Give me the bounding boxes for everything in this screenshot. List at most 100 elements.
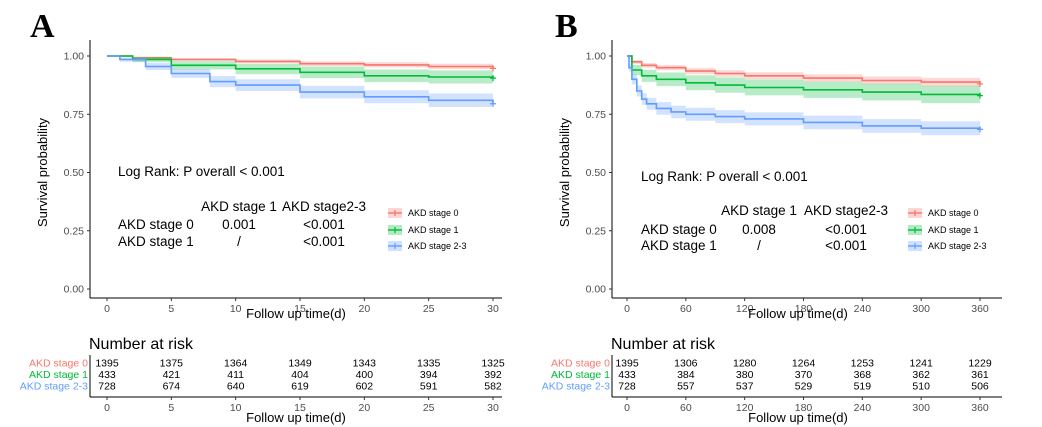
- risk-x-tick-label: 120: [736, 402, 754, 414]
- survival-line-stage1: [627, 55, 981, 96]
- risk-count: 1229: [968, 358, 992, 370]
- pvalue-row-label: AKD stage 0: [118, 217, 194, 232]
- pvalue-cell: /: [237, 234, 241, 249]
- risk-count: 404: [291, 369, 309, 381]
- panel-a-chart: 0.00 0.25 0.50 0.75 1.00 0 5 10 15 20 25 30 Follow u…: [20, 40, 505, 425]
- risk-row-label-stage23: AKD stage 2-3: [542, 381, 610, 393]
- risk-count: 728: [98, 381, 116, 393]
- risk-row-label-stage0: AKD stage 0: [29, 358, 88, 370]
- pvalue-cell: 0.008: [742, 222, 776, 237]
- risk-x-tick-label: 360: [971, 402, 989, 414]
- pvalue-col-header: AKD stage2-3: [282, 199, 366, 214]
- risk-x-tick-label: 0: [624, 402, 630, 414]
- y-tick-label: 0.50: [64, 167, 85, 179]
- censor-mark-stage1: [490, 75, 496, 82]
- x-axis-title: Follow up time(d): [246, 306, 346, 321]
- x-tick-label: 360: [971, 303, 989, 315]
- risk-count: 1241: [909, 358, 933, 370]
- risk-count: 591: [420, 381, 438, 393]
- risk-count: 557: [677, 381, 695, 393]
- risk-count: 370: [795, 369, 813, 381]
- y-axis-title: Survival probability: [557, 117, 572, 227]
- risk-x-tick-label: 180: [795, 402, 813, 414]
- x-tick-label: 240: [854, 303, 872, 315]
- risk-count: 1343: [353, 358, 377, 370]
- x-tick-label: 120: [736, 303, 754, 315]
- risk-count: 640: [227, 381, 245, 393]
- panel-b-chart: 0.00 0.25 0.50 0.75 1.00 0 60 120 180 240 300 360 Fo…: [542, 40, 1002, 425]
- survival-line-stage23: [627, 55, 981, 130]
- risk-count: 1253: [851, 358, 875, 370]
- censor-mark-stage1: [977, 92, 983, 99]
- risk-count: 728: [618, 381, 636, 393]
- risk-count: 1306: [674, 358, 698, 370]
- risk-count: 1364: [224, 358, 248, 370]
- risk-row-label-stage1: AKD stage 1: [29, 369, 88, 381]
- risk-count: 1395: [615, 358, 639, 370]
- legend-label-stage1: AKD stage 1: [928, 225, 979, 235]
- risk-x-tick-label: 300: [912, 402, 930, 414]
- pvalue-cell: 0.001: [222, 217, 256, 232]
- risk-count: 1375: [160, 358, 184, 370]
- risk-count: 394: [420, 369, 438, 381]
- pvalue-row-label: AKD stage 1: [118, 234, 194, 249]
- x-tick-label: 30: [487, 303, 499, 315]
- risk-row-label-stage1: AKD stage 1: [551, 369, 610, 381]
- y-tick-label: 0.25: [64, 225, 85, 237]
- risk-x-tick-label: 0: [104, 402, 110, 414]
- risk-count: 1335: [417, 358, 441, 370]
- risk-x-tick-label: 240: [854, 402, 872, 414]
- y-tick-label: 1.00: [586, 51, 607, 63]
- risk-x-axis-title: Follow up time(d): [246, 410, 346, 425]
- risk-count: 361: [971, 369, 989, 381]
- risk-count: 537: [736, 381, 754, 393]
- pvalue-cell: <0.001: [825, 238, 867, 253]
- risk-table-title: Number at risk: [611, 336, 716, 353]
- risk-count: 519: [854, 381, 872, 393]
- legend-label-stage0: AKD stage 0: [928, 208, 979, 218]
- risk-count: 1349: [288, 358, 312, 370]
- pvalue-col-header: AKD stage 1: [201, 199, 277, 214]
- survival-line-stage23: [107, 55, 494, 104]
- pvalue-cell: <0.001: [303, 234, 345, 249]
- logrank-text: Log Rank: P overall < 0.001: [118, 164, 285, 179]
- risk-count: 674: [163, 381, 181, 393]
- risk-count: 384: [677, 369, 695, 381]
- pvalue-row-label: AKD stage 1: [641, 238, 717, 253]
- risk-x-tick-label: 25: [423, 402, 435, 414]
- risk-count: 1395: [95, 358, 119, 370]
- censor-mark-stage0: [977, 80, 983, 87]
- pvalue-cell: <0.001: [303, 217, 345, 232]
- risk-count: 582: [484, 381, 502, 393]
- pvalue-cell: /: [757, 238, 761, 253]
- x-tick-label: 10: [230, 303, 242, 315]
- censor-mark-stage23: [977, 126, 983, 133]
- risk-x-tick-label: 5: [168, 402, 174, 414]
- x-tick-label: 60: [680, 303, 692, 315]
- pvalue-cell: <0.001: [825, 222, 867, 237]
- risk-count: 411: [227, 369, 244, 381]
- x-tick-label: 25: [423, 303, 435, 315]
- risk-row-label-stage0: AKD stage 0: [551, 358, 610, 370]
- risk-count: 421: [163, 369, 181, 381]
- y-tick-label: 0.75: [586, 109, 607, 121]
- y-tick-label: 0.00: [64, 284, 85, 296]
- risk-count: 433: [98, 369, 116, 381]
- x-tick-label: 0: [624, 303, 630, 315]
- pvalue-row-label: AKD stage 0: [641, 222, 717, 237]
- panel-label-b: B: [555, 8, 578, 45]
- legend-label-stage23: AKD stage 2-3: [408, 241, 467, 251]
- panel-label-a: A: [30, 8, 55, 45]
- risk-count: 529: [795, 381, 813, 393]
- censor-mark-stage0: [490, 65, 496, 72]
- survival-line-stage0: [107, 55, 494, 69]
- x-tick-label: 5: [168, 303, 174, 315]
- legend-label-stage1: AKD stage 1: [408, 225, 459, 235]
- risk-count: 510: [912, 381, 930, 393]
- risk-row-label-stage23: AKD stage 2-3: [20, 381, 88, 393]
- x-tick-label: 20: [358, 303, 370, 315]
- x-tick-label: 300: [912, 303, 930, 315]
- legend-label-stage0: AKD stage 0: [408, 208, 459, 218]
- risk-x-tick-label: 20: [358, 402, 370, 414]
- risk-table-title: Number at risk: [89, 336, 194, 353]
